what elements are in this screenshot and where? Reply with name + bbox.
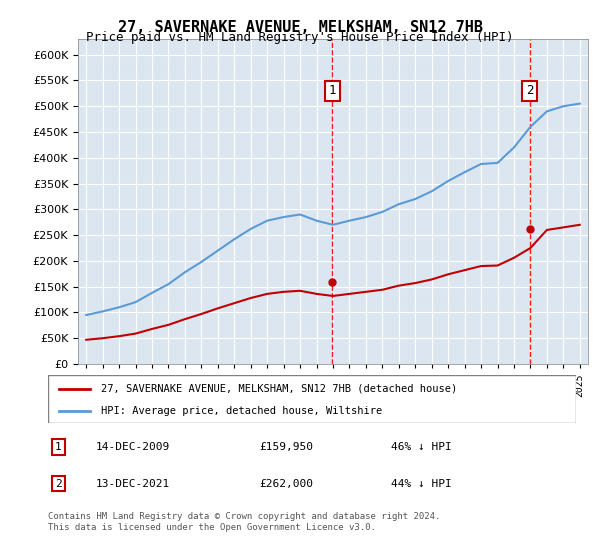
Text: 44% ↓ HPI: 44% ↓ HPI: [391, 479, 452, 489]
Text: £159,950: £159,950: [259, 442, 313, 452]
Text: 27, SAVERNAKE AVENUE, MELKSHAM, SN12 7HB: 27, SAVERNAKE AVENUE, MELKSHAM, SN12 7HB: [118, 20, 482, 35]
FancyBboxPatch shape: [48, 375, 576, 423]
Text: 27, SAVERNAKE AVENUE, MELKSHAM, SN12 7HB (detached house): 27, SAVERNAKE AVENUE, MELKSHAM, SN12 7HB…: [101, 384, 457, 394]
Text: 2: 2: [526, 84, 533, 97]
Text: 1: 1: [55, 442, 62, 452]
Text: HPI: Average price, detached house, Wiltshire: HPI: Average price, detached house, Wilt…: [101, 406, 382, 416]
Text: 13-DEC-2021: 13-DEC-2021: [95, 479, 170, 489]
Text: £262,000: £262,000: [259, 479, 313, 489]
Text: Contains HM Land Registry data © Crown copyright and database right 2024.
This d: Contains HM Land Registry data © Crown c…: [48, 512, 440, 532]
Text: 1: 1: [329, 84, 336, 97]
Text: 14-DEC-2009: 14-DEC-2009: [95, 442, 170, 452]
Text: 46% ↓ HPI: 46% ↓ HPI: [391, 442, 452, 452]
Text: 2: 2: [55, 479, 62, 489]
Text: Price paid vs. HM Land Registry's House Price Index (HPI): Price paid vs. HM Land Registry's House …: [86, 31, 514, 44]
